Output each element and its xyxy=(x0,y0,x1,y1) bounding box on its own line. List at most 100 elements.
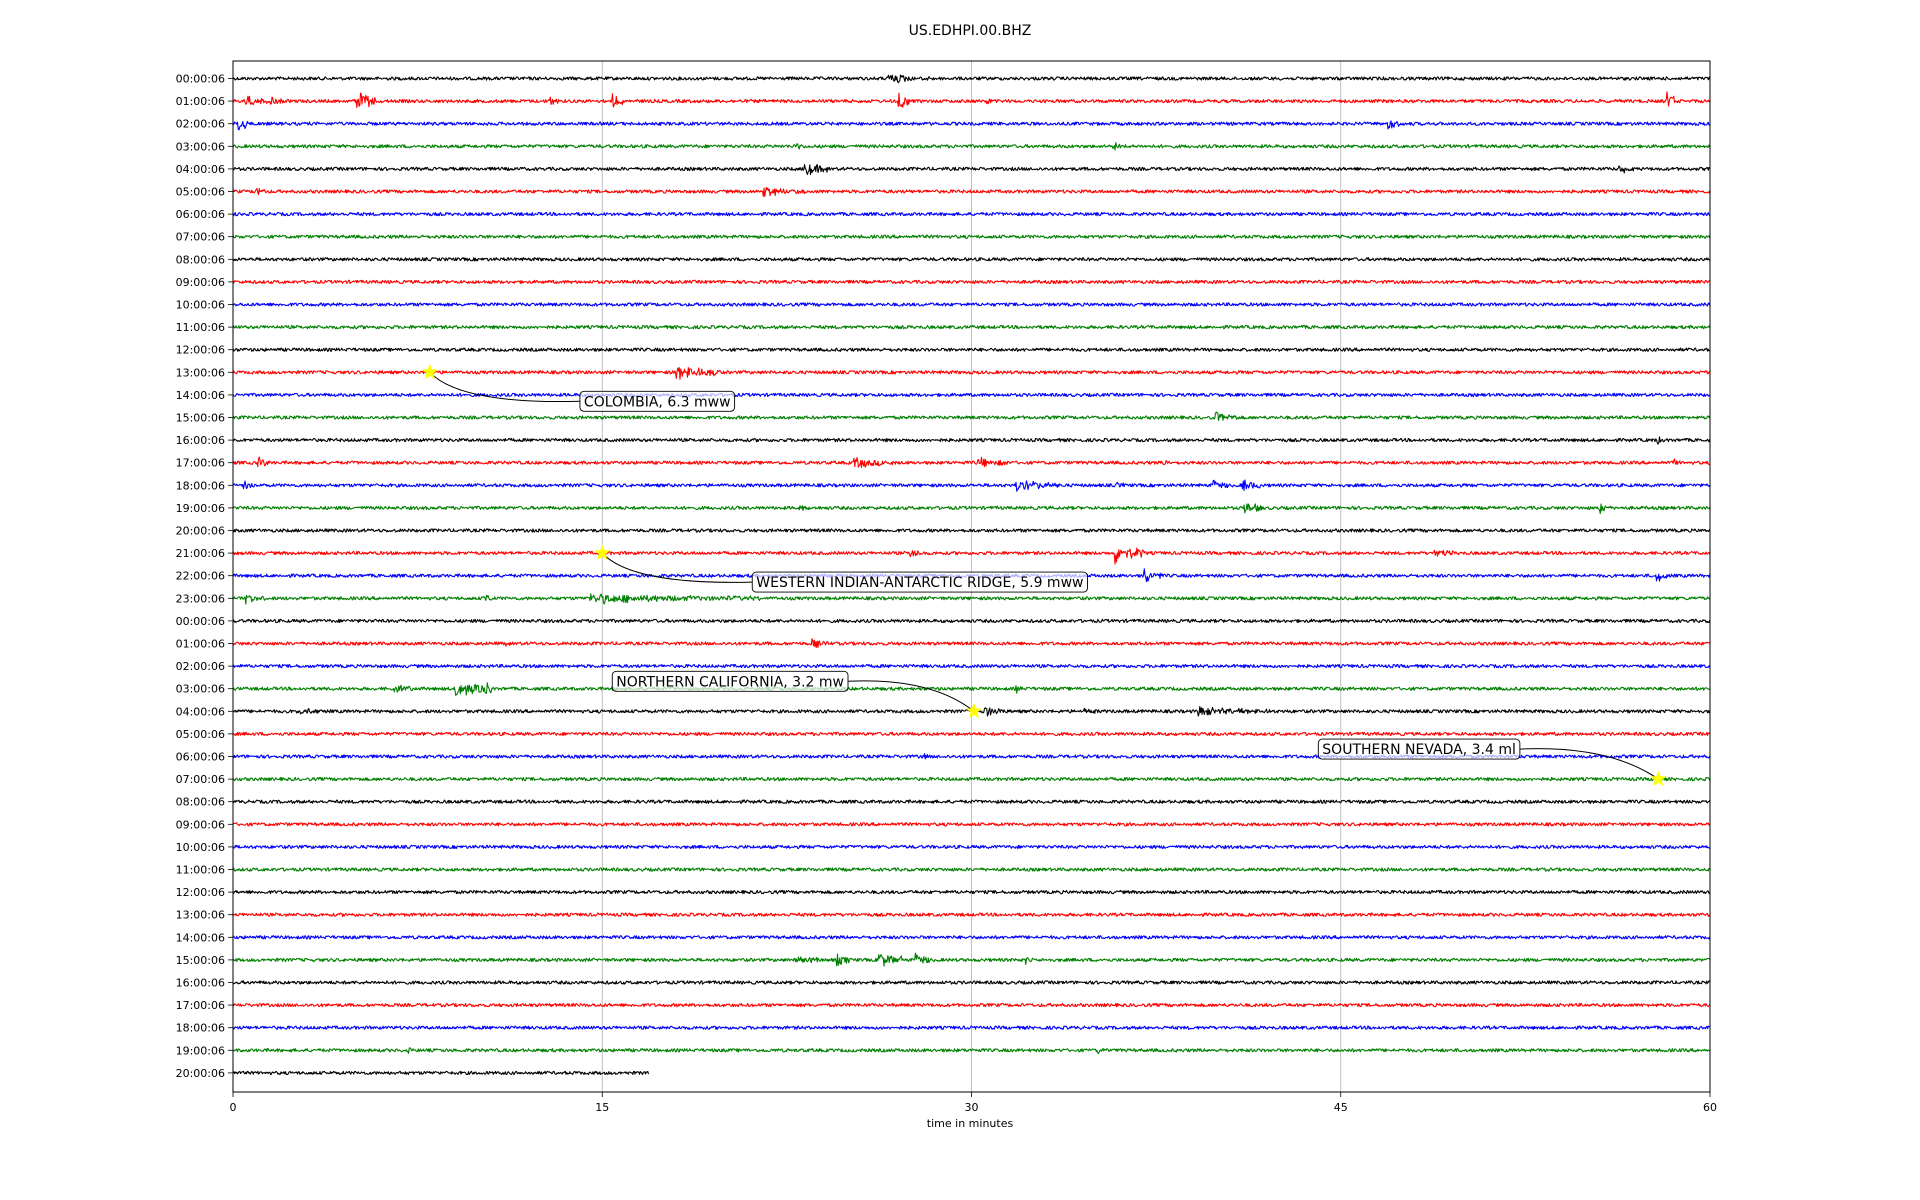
row-time-label: 16:00:06 xyxy=(176,977,225,990)
event-connector xyxy=(601,552,753,583)
event-annotations: COLOMBIA, 6.3 mww WESTERN INDIAN-ANTARCTI… xyxy=(421,363,1667,787)
trace-row-18 xyxy=(232,479,1711,492)
row-time-label: 17:00:06 xyxy=(176,457,225,470)
trace-row-14 xyxy=(232,392,1711,398)
trace-row-23 xyxy=(232,593,1711,605)
row-time-label: 00:00:06 xyxy=(176,615,225,628)
x-tick-label: 45 xyxy=(1334,1101,1348,1114)
row-time-label: 10:00:06 xyxy=(176,299,225,312)
row-time-label: 00:00:06 xyxy=(176,73,225,86)
row-time-label: 05:00:06 xyxy=(176,186,225,199)
trace-row-40 xyxy=(232,980,1711,985)
row-time-label: 06:00:06 xyxy=(176,208,225,221)
event-label: SOUTHERN NEVADA, 3.4 ml xyxy=(1322,742,1516,758)
row-time-label: 19:00:06 xyxy=(176,502,225,515)
row-time-label: 04:00:06 xyxy=(176,163,225,176)
trace-row-21 xyxy=(232,547,1711,565)
row-time-label: 11:00:06 xyxy=(176,864,225,877)
trace-row-27 xyxy=(232,682,1710,697)
trace-row-9 xyxy=(232,279,1710,285)
event-label: COLOMBIA, 6.3 mww xyxy=(584,394,731,410)
trace-row-24 xyxy=(232,618,1711,624)
row-time-label: 08:00:06 xyxy=(176,796,225,809)
event-connector xyxy=(847,680,975,712)
trace-row-11 xyxy=(232,324,1711,330)
trace-row-6 xyxy=(232,211,1711,217)
row-time-label: 02:00:06 xyxy=(176,660,225,673)
trace-row-25 xyxy=(232,638,1710,648)
trace-row-43 xyxy=(233,1047,1711,1055)
trace-row-35 xyxy=(232,867,1710,872)
trace-row-2 xyxy=(232,120,1710,131)
event-star-marker xyxy=(1650,770,1667,787)
trace-row-36 xyxy=(232,889,1711,895)
seismic-traces xyxy=(232,74,1711,1076)
event-connector xyxy=(1519,748,1659,780)
trace-row-12 xyxy=(232,347,1711,352)
row-time-label: 13:00:06 xyxy=(176,909,225,922)
row-time-label: 20:00:06 xyxy=(176,1067,225,1080)
row-time-label: 11:00:06 xyxy=(176,321,225,334)
trace-row-7 xyxy=(232,234,1711,239)
row-time-label: 23:00:06 xyxy=(176,592,225,605)
row-time-label: 21:00:06 xyxy=(176,547,225,560)
x-tick-label: 30 xyxy=(965,1101,979,1114)
row-time-label: 18:00:06 xyxy=(176,1022,225,1035)
trace-row-10 xyxy=(232,302,1711,307)
event-annotation: WESTERN INDIAN-ANTARCTIC RIDGE, 5.9 mww xyxy=(593,544,1088,593)
x-axis-ticks: 0 15 30 45 60 xyxy=(230,1092,1717,1114)
trace-row-34 xyxy=(232,844,1711,850)
trace-row-26 xyxy=(232,663,1711,669)
trace-row-29 xyxy=(232,731,1710,737)
event-connector xyxy=(429,371,580,403)
row-time-label: 20:00:06 xyxy=(176,525,225,538)
row-time-label: 16:00:06 xyxy=(176,434,225,447)
trace-row-16 xyxy=(232,436,1711,445)
row-time-label: 06:00:06 xyxy=(176,751,225,764)
trace-row-15 xyxy=(232,411,1711,421)
row-time-label: 12:00:06 xyxy=(176,886,225,899)
row-time-label: 15:00:06 xyxy=(176,412,225,425)
trace-row-31 xyxy=(232,776,1711,782)
row-time-label: 14:00:06 xyxy=(176,389,225,402)
row-time-label: 01:00:06 xyxy=(176,638,225,651)
row-time-label: 03:00:06 xyxy=(176,140,225,153)
trace-row-13 xyxy=(232,367,1711,380)
row-time-label: 01:00:06 xyxy=(176,95,225,108)
event-annotation: NORTHERN CALIFORNIA, 3.2 mw xyxy=(611,670,983,719)
event-star-marker xyxy=(421,363,439,380)
row-time-label: 04:00:06 xyxy=(176,705,225,718)
x-tick-label: 60 xyxy=(1703,1101,1717,1114)
trace-row-19 xyxy=(232,503,1711,515)
event-label: NORTHERN CALIFORNIA, 3.2 mw xyxy=(616,674,844,690)
row-time-label: 09:00:06 xyxy=(176,818,225,831)
trace-row-4 xyxy=(232,164,1711,176)
trace-row-33 xyxy=(232,822,1711,827)
row-time-label: 10:00:06 xyxy=(176,841,225,854)
row-time-label: 13:00:06 xyxy=(176,366,225,379)
event-star-marker xyxy=(965,702,983,719)
chart-title: US.EDHPI.00.BHZ xyxy=(909,23,1032,39)
trace-row-41 xyxy=(232,1002,1711,1008)
x-axis-label: time in minutes xyxy=(927,1117,1014,1130)
row-time-label: 03:00:06 xyxy=(176,683,225,696)
trace-row-17 xyxy=(232,456,1710,469)
trace-row-1 xyxy=(232,91,1711,108)
row-time-label: 08:00:06 xyxy=(176,253,225,266)
row-time-label: 09:00:06 xyxy=(176,276,225,289)
trace-row-5 xyxy=(232,186,1711,197)
row-time-label: 22:00:06 xyxy=(176,570,225,583)
row-time-label: 19:00:06 xyxy=(176,1044,225,1057)
row-time-label: 18:00:06 xyxy=(176,479,225,492)
trace-row-32 xyxy=(232,799,1711,804)
trace-row-20 xyxy=(232,528,1711,533)
trace-row-37 xyxy=(232,912,1711,917)
trace-row-0 xyxy=(232,74,1711,84)
row-time-label: 05:00:06 xyxy=(176,728,225,741)
event-star-marker xyxy=(593,544,611,561)
trace-row-39 xyxy=(232,952,1711,967)
row-time-label: 07:00:06 xyxy=(176,773,225,786)
row-time-label: 07:00:06 xyxy=(176,231,225,244)
